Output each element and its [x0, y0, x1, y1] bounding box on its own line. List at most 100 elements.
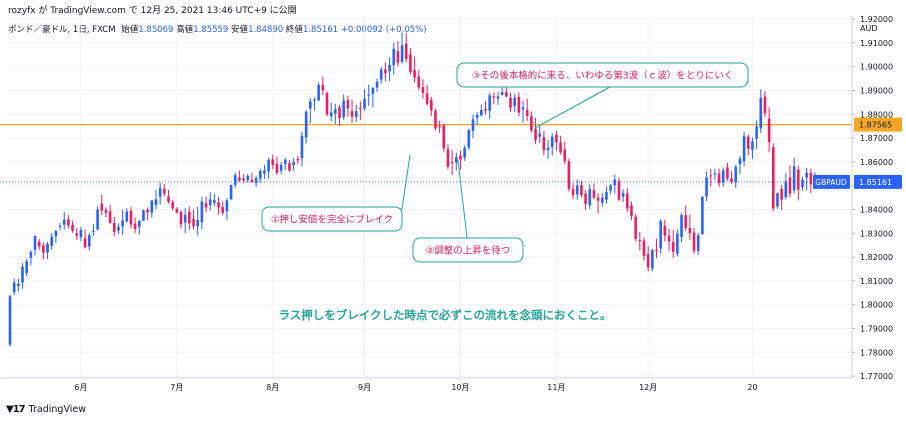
- candles[interactable]: [8, 32, 817, 347]
- time-axis[interactable]: 6月 7月 8月 9月 10月 11月 12月 20: [74, 383, 757, 392]
- candle[interactable]: [763, 91, 767, 118]
- candle[interactable]: [363, 89, 366, 111]
- candle[interactable]: [279, 162, 283, 175]
- main-annotation-text[interactable]: ラス押しをブレイクした時点で必ずこの流れを念頭におくこと。: [278, 308, 611, 322]
- candle[interactable]: [600, 193, 604, 207]
- candle[interactable]: [250, 172, 254, 183]
- candle[interactable]: [325, 91, 329, 117]
- candle[interactable]: [271, 154, 275, 170]
- candle[interactable]: [71, 220, 74, 233]
- candle[interactable]: [525, 98, 529, 121]
- candle[interactable]: [21, 263, 24, 289]
- candle[interactable]: [388, 57, 391, 82]
- candle[interactable]: [538, 125, 542, 143]
- candle[interactable]: [759, 89, 763, 134]
- candle[interactable]: [125, 208, 129, 223]
- candle[interactable]: [83, 229, 87, 249]
- candle[interactable]: [17, 278, 20, 292]
- candle[interactable]: [592, 183, 596, 200]
- candle[interactable]: [225, 198, 229, 220]
- candle[interactable]: [613, 174, 617, 194]
- candle[interactable]: [296, 155, 300, 165]
- candle[interactable]: [117, 223, 120, 235]
- candle[interactable]: [138, 219, 141, 235]
- candle[interactable]: [121, 209, 124, 235]
- annotations[interactable]: ①押し安値を完全にブレイク ②調整の上昇を待つ ③その後本格的に来る、いわゆる第3波…: [261, 62, 749, 322]
- candle[interactable]: [396, 40, 400, 67]
- candle[interactable]: [755, 120, 758, 150]
- candle[interactable]: [709, 168, 713, 187]
- candle[interactable]: [238, 170, 241, 183]
- candle[interactable]: [555, 130, 558, 151]
- candle[interactable]: [734, 165, 738, 188]
- candle[interactable]: [429, 96, 433, 116]
- candle[interactable]: [233, 172, 237, 188]
- candle[interactable]: [688, 214, 692, 240]
- candle[interactable]: [229, 184, 233, 200]
- candle[interactable]: [471, 114, 475, 139]
- candle[interactable]: [404, 33, 408, 63]
- candle[interactable]: [705, 171, 708, 202]
- candle[interactable]: [550, 133, 554, 156]
- candle[interactable]: [62, 211, 66, 230]
- candle[interactable]: [455, 152, 458, 171]
- candle[interactable]: [467, 128, 471, 150]
- candle[interactable]: [338, 104, 341, 127]
- candle[interactable]: [692, 228, 696, 254]
- candle[interactable]: [434, 108, 437, 131]
- candle[interactable]: [630, 201, 633, 221]
- candle[interactable]: [480, 104, 483, 116]
- candle[interactable]: [638, 231, 642, 251]
- candle[interactable]: [797, 165, 800, 201]
- candle[interactable]: [196, 206, 199, 236]
- candle[interactable]: [246, 173, 250, 183]
- candle[interactable]: [79, 226, 83, 242]
- candle[interactable]: [288, 160, 291, 172]
- price-axis[interactable]: 1.92000 1.91000 1.90000 1.89000 1.88000 1.870…: [813, 15, 902, 381]
- candle[interactable]: [213, 193, 216, 207]
- candle[interactable]: [154, 189, 158, 210]
- candle[interactable]: [667, 229, 671, 252]
- candle[interactable]: [133, 217, 137, 234]
- candle[interactable]: [309, 97, 312, 124]
- candle[interactable]: [413, 56, 416, 83]
- candle[interactable]: [684, 205, 687, 232]
- candle[interactable]: [313, 97, 316, 111]
- candle[interactable]: [359, 101, 362, 121]
- candle[interactable]: [12, 278, 16, 296]
- candle[interactable]: [459, 150, 462, 170]
- candle[interactable]: [442, 124, 446, 153]
- candle[interactable]: [788, 165, 792, 198]
- candle[interactable]: [730, 171, 733, 184]
- candle[interactable]: [67, 214, 70, 229]
- candle[interactable]: [513, 94, 516, 113]
- candle[interactable]: [392, 42, 396, 75]
- candle[interactable]: [304, 110, 308, 144]
- candle[interactable]: [805, 167, 808, 191]
- candle[interactable]: [409, 48, 412, 75]
- candle[interactable]: [646, 246, 650, 272]
- candle[interactable]: [463, 145, 466, 161]
- candle[interactable]: [509, 92, 512, 112]
- candle[interactable]: [167, 189, 170, 204]
- candle[interactable]: [321, 76, 325, 96]
- candle[interactable]: [163, 184, 166, 197]
- candle[interactable]: [50, 233, 54, 250]
- candle[interactable]: [371, 87, 375, 108]
- candle[interactable]: [784, 173, 788, 200]
- candle[interactable]: [742, 131, 746, 167]
- candle[interactable]: [634, 213, 637, 242]
- candle[interactable]: [492, 92, 496, 105]
- candle[interactable]: [33, 235, 37, 256]
- candle[interactable]: [192, 209, 195, 230]
- candle[interactable]: [384, 62, 387, 82]
- candle[interactable]: [596, 193, 600, 214]
- candle[interactable]: [809, 168, 813, 194]
- candle[interactable]: [58, 222, 62, 231]
- candle[interactable]: [142, 209, 145, 222]
- candle[interactable]: [446, 144, 450, 170]
- candle[interactable]: [54, 229, 58, 243]
- candle[interactable]: [112, 216, 116, 237]
- candle[interactable]: [350, 99, 354, 124]
